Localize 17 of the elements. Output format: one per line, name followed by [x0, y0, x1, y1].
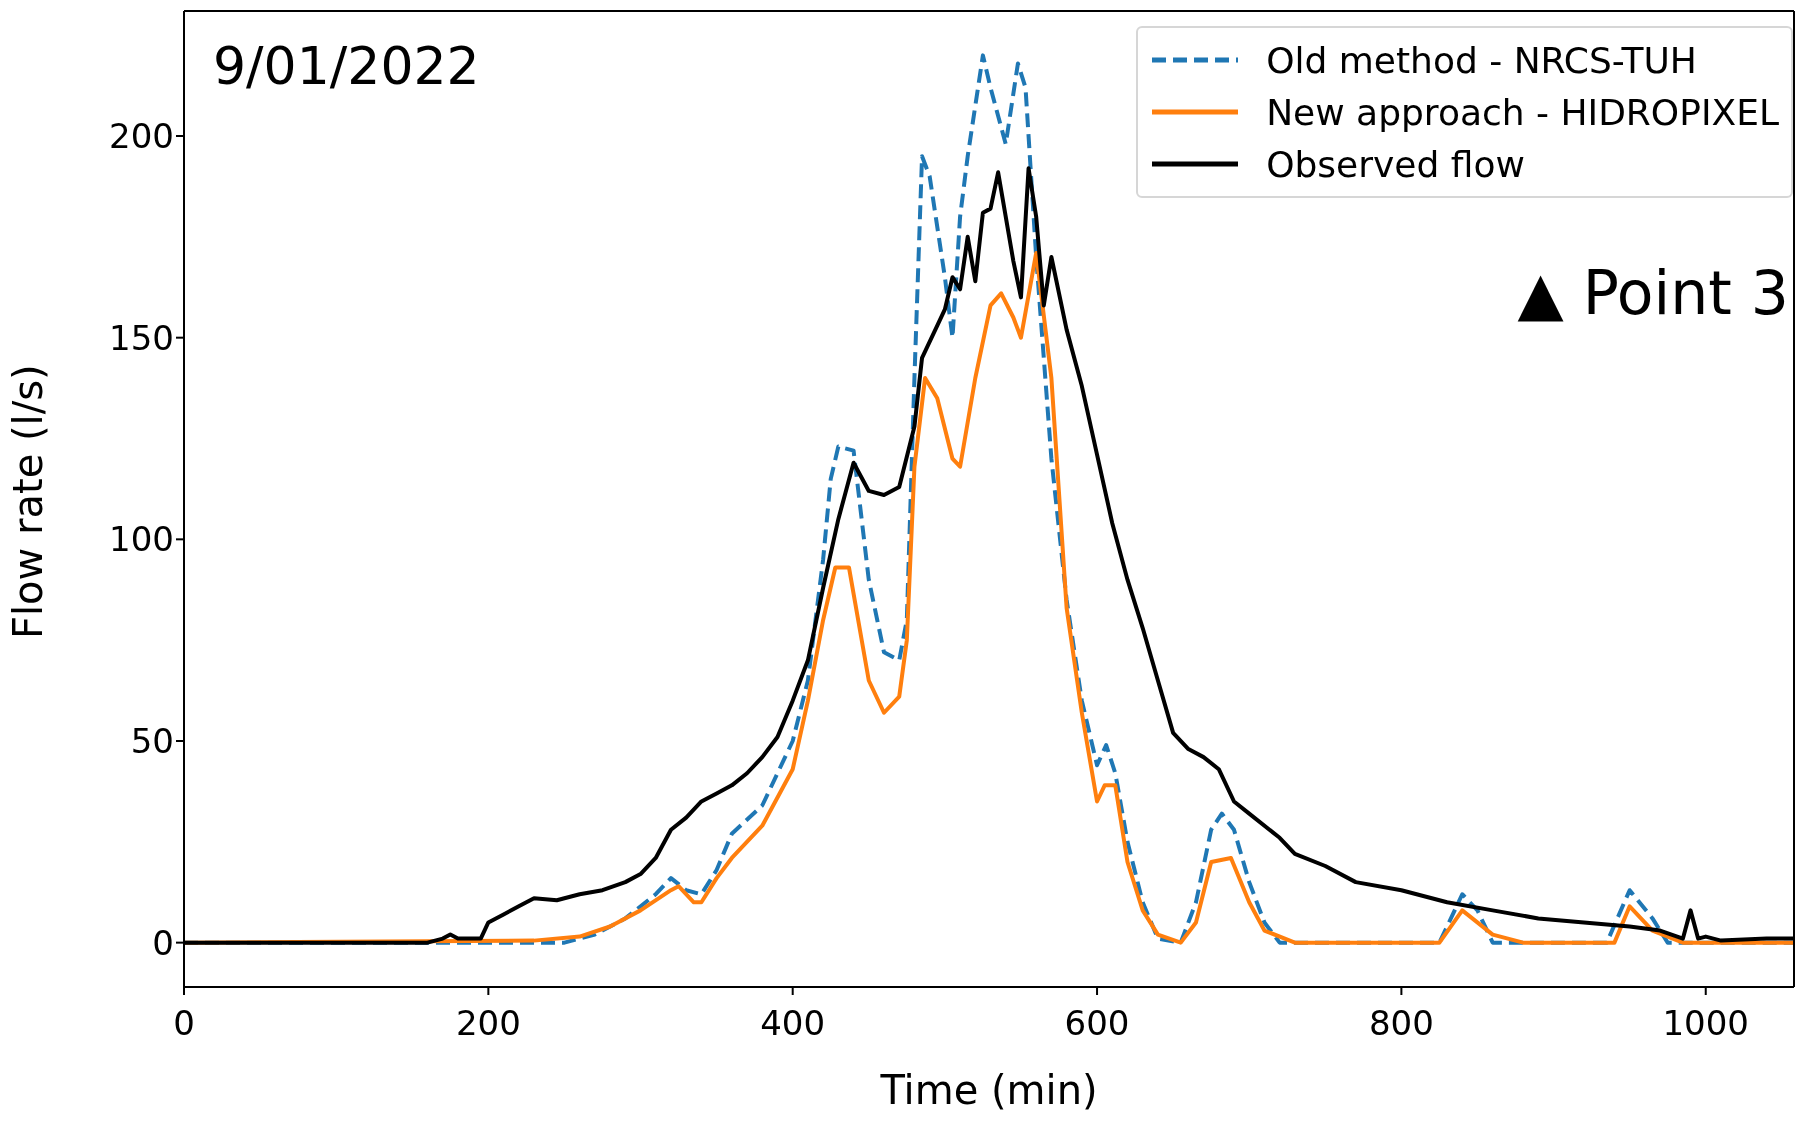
y-tick-label: 0 — [152, 922, 174, 963]
annotation: ▲ Point 3 — [1517, 258, 1789, 328]
x-tick-label: 400 — [760, 1003, 826, 1044]
legend-label: Observed flow — [1266, 143, 1525, 185]
y-tick-label: 100 — [109, 519, 174, 560]
x-tick-label: 200 — [455, 1003, 521, 1044]
legend-label: New approach - HIDROPIXEL — [1266, 91, 1779, 133]
annotation: 9/01/2022 — [213, 36, 480, 96]
x-tick-label: 800 — [1368, 1003, 1434, 1044]
legend-label: Old method - NRCS-TUH — [1266, 39, 1697, 81]
x-tick-label: 1000 — [1662, 1003, 1749, 1044]
x-axis-title: Time (min) — [879, 1067, 1098, 1113]
y-axis-title: Flow rate (l/s) — [5, 364, 52, 639]
y-tick-label: 200 — [109, 116, 174, 157]
x-tick-label: 600 — [1064, 1003, 1130, 1044]
y-tick-label: 50 — [130, 721, 174, 762]
y-tick-label: 150 — [109, 317, 174, 358]
